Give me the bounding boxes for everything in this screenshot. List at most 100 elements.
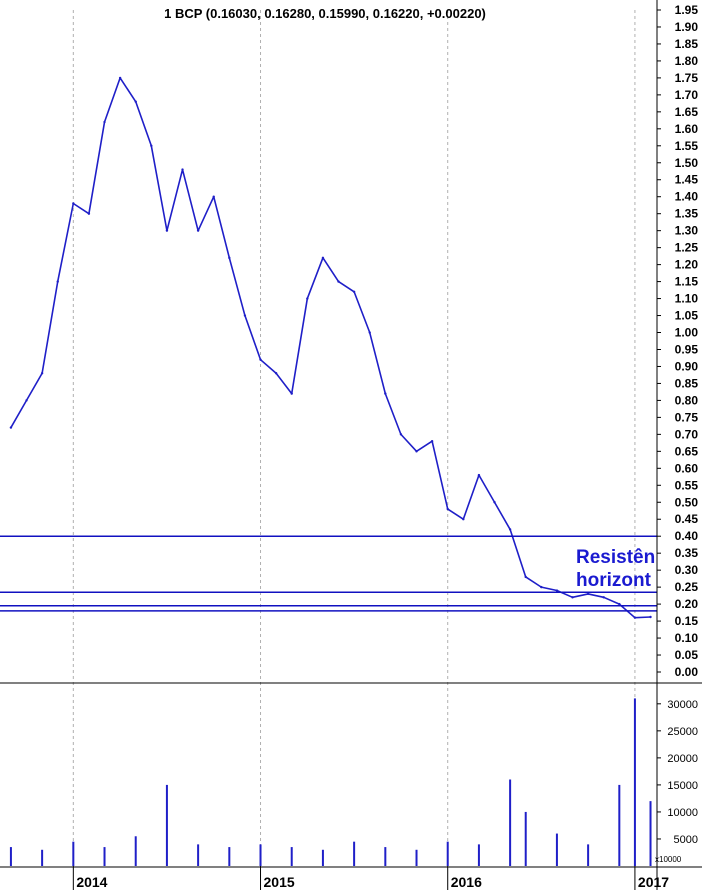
price-point — [602, 596, 605, 599]
y-tick-label: 0.05 — [675, 648, 699, 662]
y-tick-label: 0.10 — [675, 631, 699, 645]
price-point — [274, 372, 278, 375]
volume-unit-label: x10000 — [655, 855, 682, 864]
price-point — [134, 100, 137, 103]
volume-bar — [103, 847, 106, 866]
y-tick-label: 1.40 — [675, 190, 699, 204]
price-point — [40, 372, 44, 375]
y-tick-label: 0.40 — [675, 529, 699, 543]
price-point — [103, 120, 106, 124]
price-point — [540, 585, 543, 589]
volume-y-tick-label: 20000 — [667, 753, 698, 765]
price-point — [368, 331, 371, 334]
price-point — [337, 280, 340, 283]
price-point — [306, 297, 309, 300]
price-point — [415, 450, 418, 453]
volume-bar — [290, 847, 293, 866]
price-point — [384, 392, 387, 395]
volume-bar — [165, 784, 168, 866]
volume-bar — [259, 844, 262, 866]
y-tick-label: 0.90 — [675, 359, 699, 373]
y-tick-label: 0.50 — [675, 495, 699, 509]
price-point — [321, 256, 325, 260]
volume-bar — [228, 847, 231, 866]
volume-series — [9, 698, 652, 866]
volume-y-tick-label: 5000 — [674, 834, 698, 846]
y-tick-label: 0.30 — [675, 563, 699, 577]
grid-lines — [72, 10, 636, 866]
volume-y-tick-label: 25000 — [667, 726, 698, 738]
x-tick-label: 2015 — [264, 874, 295, 890]
price-point — [56, 280, 59, 283]
price-point — [555, 589, 559, 592]
price-point — [508, 528, 512, 531]
y-tick-label: 1.80 — [675, 54, 699, 68]
price-point — [477, 473, 481, 477]
y-tick-label: 0.80 — [675, 393, 699, 407]
volume-bar — [509, 779, 512, 866]
y-tick-label: 1.25 — [675, 241, 699, 255]
price-point — [212, 195, 215, 198]
price-point — [462, 518, 465, 521]
volume-bar — [321, 849, 324, 866]
price-point — [446, 507, 449, 511]
volume-y-tick-label: 15000 — [667, 780, 698, 792]
price-point — [196, 229, 200, 232]
price-point — [633, 616, 637, 619]
volume-bar — [384, 847, 387, 866]
y-tick-label: 1.10 — [675, 292, 699, 306]
y-tick-label: 0.85 — [675, 376, 699, 390]
price-series — [9, 76, 652, 619]
volume-bar — [446, 841, 449, 866]
y-tick-label: 1.35 — [675, 207, 699, 221]
x-tick-label: 2014 — [76, 874, 107, 890]
price-point — [399, 433, 403, 436]
price-point — [118, 76, 122, 80]
volume-bar — [633, 698, 636, 866]
y-tick-label: 0.75 — [675, 410, 699, 424]
y-tick-label: 1.00 — [675, 326, 699, 340]
volume-bar — [197, 844, 200, 866]
y-tick-label: 0.15 — [675, 614, 699, 628]
y-tick-label: 0.35 — [675, 546, 699, 560]
volume-bar — [9, 847, 12, 866]
y-tick-label: 1.60 — [675, 122, 699, 136]
y-tick-label: 1.90 — [675, 20, 699, 34]
price-point — [181, 168, 184, 171]
volume-bar — [353, 841, 356, 866]
volume-y-tick-label: 10000 — [667, 807, 698, 819]
volume-bar — [41, 849, 44, 866]
y-tick-label: 1.30 — [675, 224, 699, 238]
y-tick-label: 1.45 — [675, 173, 699, 187]
volume-bar — [134, 836, 137, 866]
price-point — [586, 592, 590, 596]
y-tick-label: 0.00 — [675, 665, 699, 679]
price-point — [524, 575, 527, 579]
price-point — [9, 426, 13, 429]
price-point — [165, 229, 169, 232]
y-tick-label: 1.70 — [675, 88, 699, 102]
volume-bar — [618, 784, 621, 866]
volume-bar — [477, 844, 480, 866]
y-tick-label: 1.50 — [675, 156, 699, 170]
y-tick-label: 0.95 — [675, 342, 699, 356]
y-tick-label: 1.55 — [675, 139, 699, 153]
y-tick-label: 1.65 — [675, 105, 699, 119]
volume-y-tick-label: 30000 — [667, 699, 698, 711]
y-tick-label: 0.60 — [675, 461, 699, 475]
y-tick-label: 1.15 — [675, 275, 699, 289]
chart-title: 1 BCP (0.16030, 0.16280, 0.15990, 0.1622… — [164, 6, 486, 21]
price-line — [10, 77, 651, 619]
volume-bar — [587, 844, 590, 866]
price-point — [290, 392, 293, 395]
price-point — [493, 501, 496, 504]
y-tick-label: 0.65 — [675, 444, 699, 458]
price-point — [228, 256, 231, 260]
price-point — [150, 144, 153, 147]
horizontal-levels — [0, 535, 657, 612]
price-point — [649, 615, 652, 619]
price-point — [25, 399, 28, 402]
y-tick-label: 0.45 — [675, 512, 699, 526]
